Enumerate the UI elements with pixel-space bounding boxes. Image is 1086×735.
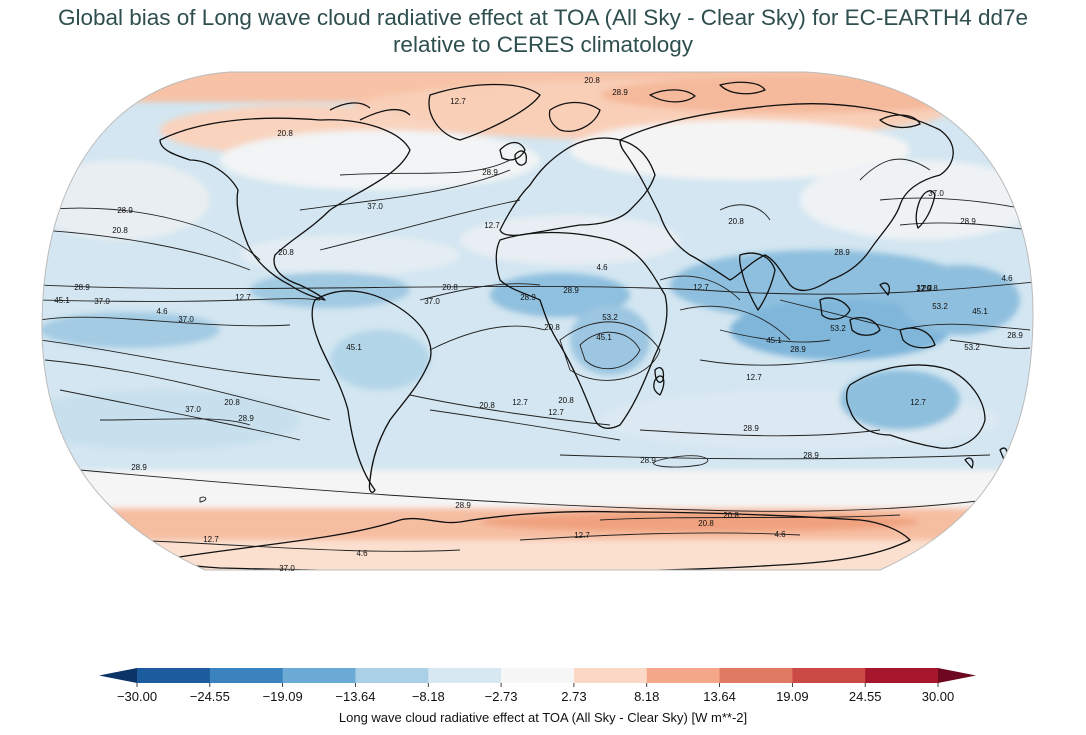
colorbar-segment xyxy=(865,668,939,683)
contour-label: 53.2 xyxy=(830,324,846,333)
contour-label: 12.7 xyxy=(203,535,219,544)
contour-label: 53.2 xyxy=(602,313,618,322)
contour-label: 37.0 xyxy=(928,189,944,198)
contour-label: 20.8 xyxy=(277,129,293,138)
colorbar-tick-label: 13.64 xyxy=(703,689,736,704)
contour-label: 12.7 xyxy=(235,293,251,302)
contour-label: 28.9 xyxy=(803,451,819,460)
contour-label: 28.9 xyxy=(117,206,133,215)
contour-label: 20.8 xyxy=(224,398,240,407)
contour-label: 45.1 xyxy=(972,307,988,316)
chart-title: Global bias of Long wave cloud radiative… xyxy=(0,4,1086,58)
contour-label: 37.0 xyxy=(367,202,383,211)
contour-label: 37.0 xyxy=(424,297,440,306)
contour-label: 4.6 xyxy=(774,530,786,539)
contour-label: 12.7 xyxy=(910,398,926,407)
colorbar-tick-label: −30.00 xyxy=(117,689,157,704)
map-globe xyxy=(41,72,1034,570)
contour-label: 53.2 xyxy=(932,302,948,311)
colorbar-segment xyxy=(719,668,793,683)
contour-label: 28.9 xyxy=(612,88,628,97)
contour-label: 20.8 xyxy=(112,226,128,235)
contour-label: 37.0 xyxy=(279,564,295,573)
contour-label: 28.9 xyxy=(640,456,656,465)
contour-label: 28.9 xyxy=(960,217,976,226)
contour-label: 20.8 xyxy=(723,511,739,520)
colorbar-tick-label: −13.64 xyxy=(335,689,375,704)
colorbar-extend-low xyxy=(99,668,137,683)
contour-label: 45.1 xyxy=(596,333,612,342)
coastlines xyxy=(159,81,1008,570)
contour-label: 12.7 xyxy=(484,221,500,230)
colorbar-tick-label: 19.09 xyxy=(776,689,809,704)
contour-lines xyxy=(41,158,1034,552)
colorbar-tick-label: 30.00 xyxy=(922,689,955,704)
contour-label: 20.8 xyxy=(442,283,458,292)
contour-label: 28.9 xyxy=(743,424,759,433)
contour-label: 12.7 xyxy=(746,373,762,382)
contour-label: 37.0 xyxy=(916,284,932,293)
colorbar-tick-label: 8.18 xyxy=(634,689,659,704)
colorbar-label: Long wave cloud radiative effect at TOA … xyxy=(338,710,748,725)
colorbar-tick-label: −19.09 xyxy=(263,689,303,704)
contour-label: 4.6 xyxy=(156,307,168,316)
contour-label: 28.9 xyxy=(563,286,579,295)
contour-label: 20.8 xyxy=(698,519,714,528)
contour-label: 20.8 xyxy=(278,248,294,257)
colorbar-tick-label: −8.18 xyxy=(412,689,445,704)
contour-label: 20.8 xyxy=(558,396,574,405)
contour-label: 28.9 xyxy=(1007,331,1023,340)
colorbar-tick-label: 2.73 xyxy=(561,689,586,704)
contour-label: 12.7 xyxy=(574,531,590,540)
colorbar-tick-label: 24.55 xyxy=(849,689,882,704)
colorbar-segment xyxy=(355,668,429,683)
contour-label: 4.6 xyxy=(1001,274,1013,283)
colorbar-segment xyxy=(282,668,356,683)
colorbar-segment xyxy=(137,668,211,683)
colorbar-tick-label: −24.55 xyxy=(190,689,230,704)
contour-label: 28.9 xyxy=(790,345,806,354)
contour-label: 28.9 xyxy=(238,414,254,423)
contour-label: 37.0 xyxy=(178,315,194,324)
contour-label: 20.8 xyxy=(728,217,744,226)
colorbar-segment xyxy=(792,668,866,683)
contour-label: 12.7 xyxy=(693,283,709,292)
contour-label: 28.9 xyxy=(482,168,498,177)
contour-label: 12.7 xyxy=(450,97,466,106)
contour-label: 20.8 xyxy=(584,76,600,85)
contour-label: 45.1 xyxy=(346,343,362,352)
globe-border xyxy=(41,71,1034,571)
contour-label: 20.8 xyxy=(544,323,560,332)
colorbar-tick-label: −2.73 xyxy=(485,689,518,704)
contour-label: 28.9 xyxy=(131,463,147,472)
contour-label: 20.8 xyxy=(479,401,495,410)
contour-label: 12.7 xyxy=(512,398,528,407)
colorbar-segment xyxy=(209,668,284,683)
contour-label: 12.7 xyxy=(916,284,932,293)
colorbar-extend-high xyxy=(938,668,976,683)
contour-label: 37.0 xyxy=(94,297,110,306)
contour-labels: 20.828.912.720.828.937.028.920.812.7 20.8… xyxy=(54,76,1023,573)
contour-label: 4.6 xyxy=(596,263,608,272)
contour-label: 28.9 xyxy=(455,501,471,510)
contour-label: 53.2 xyxy=(964,343,980,352)
contour-label: 12.7 xyxy=(548,408,564,417)
colorbar-segment xyxy=(573,668,648,683)
contour-label: 28.9 xyxy=(834,248,850,257)
contour-label: 28.9 xyxy=(520,293,536,302)
colorbar: −30.00 −24.55 −19.09 −13.64 −8.18 −2.73 2.73 8.… xyxy=(99,668,976,704)
contour-label: 45.1 xyxy=(766,336,782,345)
colorbar-segment xyxy=(646,668,721,683)
colorbar-segment xyxy=(501,668,575,683)
title-line-2: relative to CERES climatology xyxy=(392,32,694,57)
title-line-1: Global bias of Long wave cloud radiative… xyxy=(57,5,1029,30)
contour-label: 20.8 xyxy=(922,284,938,293)
colorbar-segment xyxy=(428,668,502,683)
contour-label: 37.0 xyxy=(185,405,201,414)
contour-label: 45.1 xyxy=(54,296,70,305)
contour-label: 4.6 xyxy=(356,549,368,558)
contour-label: 28.9 xyxy=(74,283,90,292)
